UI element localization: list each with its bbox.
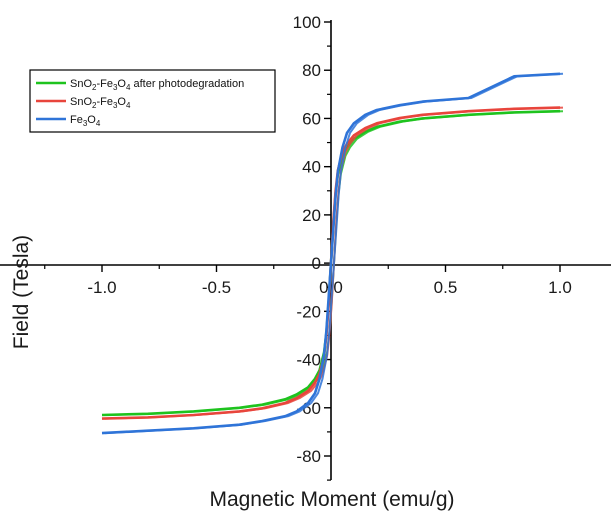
y-tick-label: 20 [302, 206, 321, 225]
y-tick-label: 100 [293, 13, 321, 32]
y-tick-label: -20 [296, 302, 321, 321]
x-axis-title: Magnetic Moment (emu/g) [209, 488, 454, 511]
y-tick-label: -60 [296, 399, 321, 418]
y-tick-label: 0 [312, 254, 321, 273]
x-tick-label: 1.0 [548, 278, 572, 297]
legend-entry: Fe3O4 [70, 114, 101, 128]
legend-entry: SnO2-Fe3O4 [70, 96, 131, 110]
y-tick-label: -80 [296, 447, 321, 466]
x-tick-label: -1.0 [87, 278, 116, 297]
x-tick-label: 0.5 [434, 278, 458, 297]
y-tick-label: 80 [302, 61, 321, 80]
x-tick-label: -0.5 [202, 278, 231, 297]
y-tick-label: 40 [302, 158, 321, 177]
legend-box [29, 69, 276, 133]
y-tick-label: 60 [302, 109, 321, 128]
y-tick-label: -40 [296, 351, 321, 370]
legend-entry: SnO2-Fe3O4 after photodegradation [70, 78, 244, 92]
y-axis-title: Field (Tesla) [10, 235, 33, 349]
series-return-line-2 [104, 72, 564, 435]
